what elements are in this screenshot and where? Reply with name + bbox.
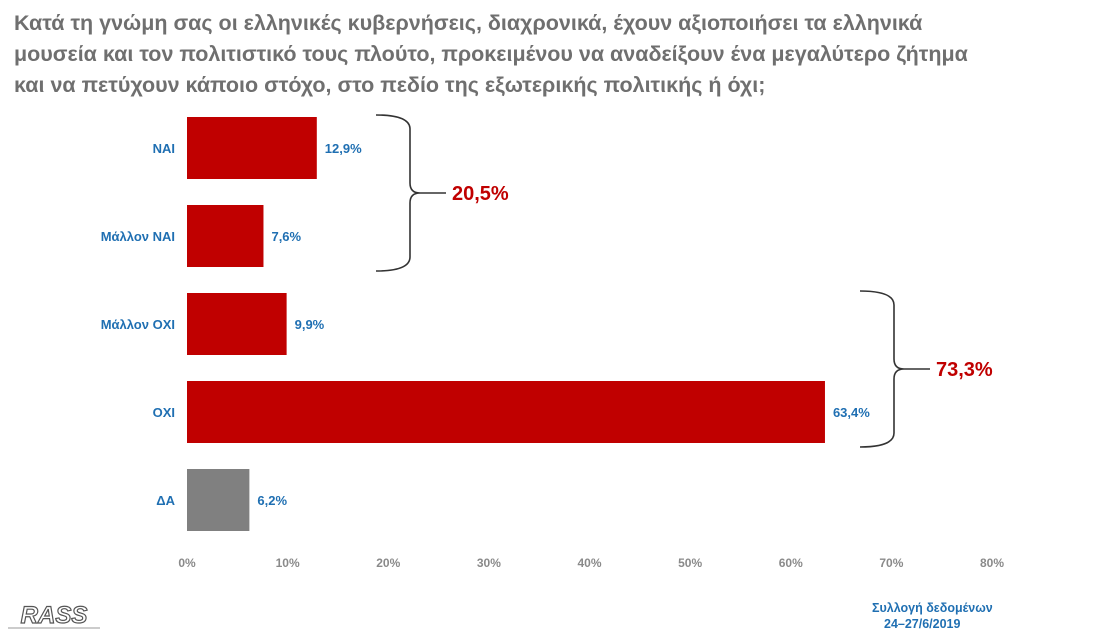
data-label: 9,9% <box>295 317 325 332</box>
category-label: ΟΧΙ <box>153 405 175 420</box>
data-collection-label: Συλλογή δεδομένων <box>872 601 993 615</box>
bar-2 <box>187 205 264 267</box>
group-total-label: 20,5% <box>452 183 509 205</box>
x-tick-label: 60% <box>779 556 803 570</box>
category-label: Μάλλον ΝΑΙ <box>101 229 175 244</box>
x-tick-label: 40% <box>577 556 601 570</box>
x-tick-label: 10% <box>276 556 300 570</box>
data-label: 12,9% <box>325 141 362 156</box>
data-collection-note: Συλλογή δεδομένων 24–27/6/2019 <box>850 600 1050 632</box>
category-label: ΔΑ <box>156 493 175 508</box>
category-label: ΝΑΙ <box>153 141 175 156</box>
x-tick-label: 80% <box>980 556 1004 570</box>
question-title: Κατά τη γνώμη σας οι ελληνικές κυβερνήσε… <box>14 8 1094 101</box>
x-tick-label: 0% <box>178 556 196 570</box>
bar-1 <box>187 117 317 179</box>
group-bracket-1 <box>375 114 446 272</box>
rass-logo: RASS <box>8 601 100 630</box>
group-total-label: 73,3% <box>936 359 993 381</box>
bar-5 <box>187 469 250 531</box>
data-collection-dates: 24–27/6/2019 <box>884 617 961 631</box>
bar-3 <box>187 293 287 355</box>
data-label: 7,6% <box>271 229 301 244</box>
group-bracket-2 <box>859 290 930 448</box>
data-label: 6,2% <box>257 493 287 508</box>
x-tick-label: 50% <box>678 556 702 570</box>
question-line-3: και να πετύχουν κάποιο στόχο, στο πεδίο … <box>14 73 766 97</box>
x-tick-label: 20% <box>376 556 400 570</box>
x-tick-label: 30% <box>477 556 501 570</box>
bar-4 <box>187 381 825 443</box>
question-line-1: Κατά τη γνώμη σας οι ελληνικές κυβερνήσε… <box>14 11 923 35</box>
question-line-2: μουσεία και τον πολιτιστικό τους πλούτο,… <box>14 42 968 66</box>
category-label: Μάλλον ΟΧΙ <box>101 317 175 332</box>
x-tick-label: 70% <box>879 556 903 570</box>
data-label: 63,4% <box>833 405 870 420</box>
logo-text: RASS <box>21 602 88 629</box>
